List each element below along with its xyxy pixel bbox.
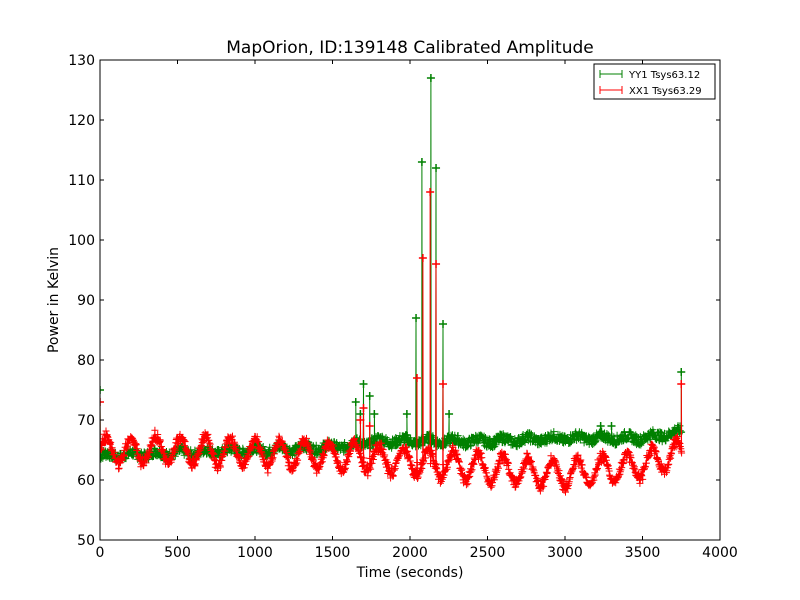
spike-marker xyxy=(417,158,426,166)
y-axis-label: Power in Kelvin xyxy=(46,247,62,353)
spike-marker xyxy=(432,260,441,268)
spike-marker xyxy=(412,374,421,382)
spike-marker xyxy=(365,392,374,400)
legend-label-xx1: XX1 Tsys63.29 xyxy=(629,86,702,97)
series-markers xyxy=(100,188,686,496)
spike-marker xyxy=(402,410,411,418)
y-tick-label: 110 xyxy=(68,173,95,189)
y-tick-label: 60 xyxy=(77,473,95,489)
y-tick-label: 90 xyxy=(77,293,95,309)
spike-marker xyxy=(359,404,368,412)
spike-marker xyxy=(356,416,365,424)
x-axis: 0 500 1000 1500 2000 2500 3000 3500 4000 xyxy=(96,60,738,561)
x-tick-label: 4000 xyxy=(702,545,738,561)
chart-title: MapOrion, ID:139148 Calibrated Amplitude xyxy=(226,38,593,58)
y-axis: 50 60 70 80 90 100 110 120 130 xyxy=(68,53,720,549)
x-tick-label: 3000 xyxy=(547,545,583,561)
spike-marker xyxy=(426,74,435,82)
y-tick-label: 50 xyxy=(77,533,95,549)
y-tick-label: 80 xyxy=(77,353,95,369)
x-tick-label: 3500 xyxy=(625,545,661,561)
spike-marker xyxy=(365,422,374,430)
spike-marker xyxy=(432,164,441,172)
x-tick-label: 2000 xyxy=(392,545,428,561)
legend: YY1 Tsys63.12 XX1 Tsys63.29 xyxy=(593,63,716,100)
x-axis-label: Time (seconds) xyxy=(356,565,464,581)
spike-marker xyxy=(418,254,427,262)
spike-marker xyxy=(370,410,379,418)
x-tick-label: 1000 xyxy=(237,545,273,561)
spike-marker xyxy=(607,422,616,430)
spike-marker xyxy=(100,398,104,406)
plot-area xyxy=(100,74,686,496)
spike-marker xyxy=(412,314,421,322)
x-tick-label: 0 xyxy=(96,545,105,561)
x-tick-label: 2500 xyxy=(470,545,506,561)
spike-marker xyxy=(439,320,448,328)
spike-marker xyxy=(677,380,686,388)
spike-marker xyxy=(359,380,368,388)
spike-marker xyxy=(445,410,454,418)
spike-marker xyxy=(426,188,435,196)
series-xx1 xyxy=(100,188,686,496)
spike-marker xyxy=(439,380,448,388)
x-tick-label: 500 xyxy=(164,545,191,561)
y-tick-label: 130 xyxy=(68,53,95,69)
y-tick-label: 70 xyxy=(77,413,95,429)
legend-label-yy1: YY1 Tsys63.12 xyxy=(628,70,700,81)
y-tick-label: 120 xyxy=(68,113,95,129)
series-layer xyxy=(100,74,686,496)
spike-marker xyxy=(351,398,360,406)
x-tick-label: 1500 xyxy=(315,545,351,561)
y-tick-label: 100 xyxy=(68,233,95,249)
spike-marker xyxy=(677,368,686,376)
spike-marker xyxy=(596,422,605,430)
spike-marker xyxy=(100,386,104,394)
legend-box xyxy=(593,63,716,100)
